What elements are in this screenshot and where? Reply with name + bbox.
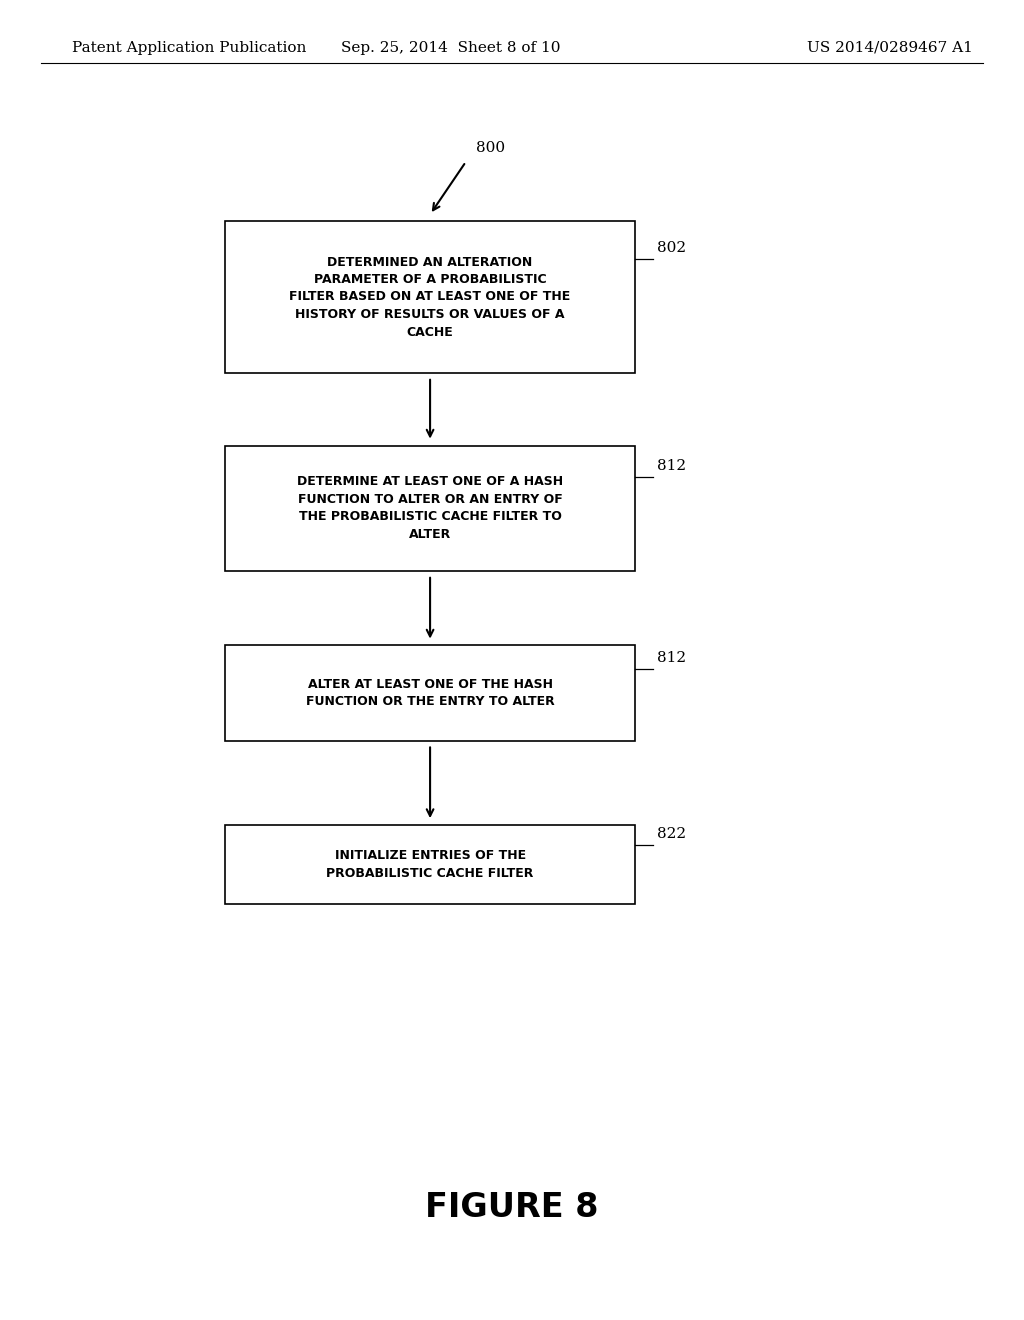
Text: Sep. 25, 2014  Sheet 8 of 10: Sep. 25, 2014 Sheet 8 of 10 [341, 41, 560, 54]
Text: DETERMINE AT LEAST ONE OF A HASH
FUNCTION TO ALTER OR AN ENTRY OF
THE PROBABILIS: DETERMINE AT LEAST ONE OF A HASH FUNCTIO… [297, 475, 563, 541]
Text: 800: 800 [476, 141, 505, 154]
Text: 812: 812 [657, 459, 686, 473]
Text: 822: 822 [657, 826, 686, 841]
Text: ALTER AT LEAST ONE OF THE HASH
FUNCTION OR THE ENTRY TO ALTER: ALTER AT LEAST ONE OF THE HASH FUNCTION … [306, 677, 554, 709]
Text: Patent Application Publication: Patent Application Publication [72, 41, 306, 54]
Text: 812: 812 [657, 651, 686, 665]
Text: INITIALIZE ENTRIES OF THE
PROBABILISTIC CACHE FILTER: INITIALIZE ENTRIES OF THE PROBABILISTIC … [327, 849, 534, 880]
Text: DETERMINED AN ALTERATION
PARAMETER OF A PROBABILISTIC
FILTER BASED ON AT LEAST O: DETERMINED AN ALTERATION PARAMETER OF A … [290, 256, 570, 338]
Text: FIGURE 8: FIGURE 8 [425, 1191, 599, 1225]
FancyBboxPatch shape [225, 220, 635, 372]
FancyBboxPatch shape [225, 446, 635, 570]
FancyBboxPatch shape [225, 645, 635, 741]
Text: 802: 802 [657, 242, 686, 255]
Text: US 2014/0289467 A1: US 2014/0289467 A1 [807, 41, 973, 54]
FancyBboxPatch shape [225, 825, 635, 904]
